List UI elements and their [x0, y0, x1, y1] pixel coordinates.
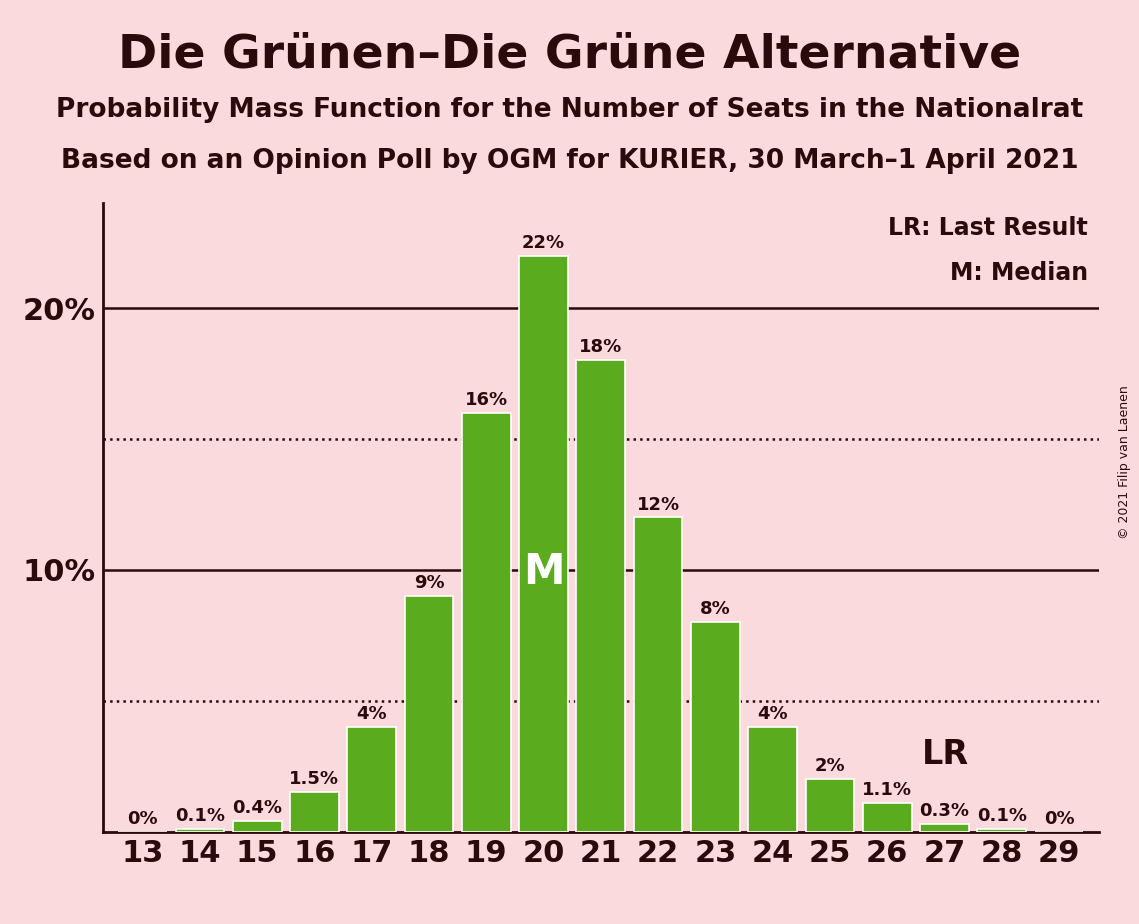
Bar — [691, 622, 739, 832]
Text: M: Median: M: Median — [950, 261, 1088, 285]
Text: 9%: 9% — [413, 574, 444, 592]
Text: 16%: 16% — [465, 391, 508, 408]
Bar — [404, 596, 453, 832]
Text: 0.3%: 0.3% — [919, 802, 969, 820]
Bar — [920, 824, 969, 832]
Text: 4%: 4% — [757, 705, 788, 723]
Text: 2%: 2% — [814, 758, 845, 775]
Text: 22%: 22% — [522, 234, 565, 251]
Text: 8%: 8% — [700, 601, 731, 618]
Bar — [863, 803, 911, 832]
Bar — [748, 727, 797, 832]
Text: 0.1%: 0.1% — [977, 807, 1026, 825]
Text: 4%: 4% — [357, 705, 387, 723]
Text: 0.1%: 0.1% — [175, 807, 224, 825]
Bar — [805, 779, 854, 832]
Text: © 2021 Filip van Laenen: © 2021 Filip van Laenen — [1118, 385, 1131, 539]
Text: 1.5%: 1.5% — [289, 771, 339, 788]
Text: 1.1%: 1.1% — [862, 781, 912, 799]
Text: M: M — [523, 552, 564, 593]
Bar — [633, 517, 682, 832]
Text: 12%: 12% — [637, 495, 680, 514]
Text: 0%: 0% — [128, 809, 158, 828]
Text: Based on an Opinion Poll by OGM for KURIER, 30 March–1 April 2021: Based on an Opinion Poll by OGM for KURI… — [60, 148, 1079, 174]
Bar — [232, 821, 281, 832]
Bar — [519, 256, 568, 832]
Bar — [347, 727, 396, 832]
Bar — [576, 360, 625, 832]
Bar — [977, 829, 1026, 832]
Text: 18%: 18% — [580, 338, 622, 357]
Bar — [175, 829, 224, 832]
Text: Probability Mass Function for the Number of Seats in the Nationalrat: Probability Mass Function for the Number… — [56, 97, 1083, 123]
Text: Die Grünen–Die Grüne Alternative: Die Grünen–Die Grüne Alternative — [118, 32, 1021, 78]
Text: 0.4%: 0.4% — [232, 799, 282, 817]
Bar — [462, 413, 510, 832]
Text: LR: LR — [921, 738, 968, 772]
Text: LR: Last Result: LR: Last Result — [888, 216, 1088, 240]
Text: 0%: 0% — [1043, 809, 1074, 828]
Bar — [290, 793, 338, 832]
